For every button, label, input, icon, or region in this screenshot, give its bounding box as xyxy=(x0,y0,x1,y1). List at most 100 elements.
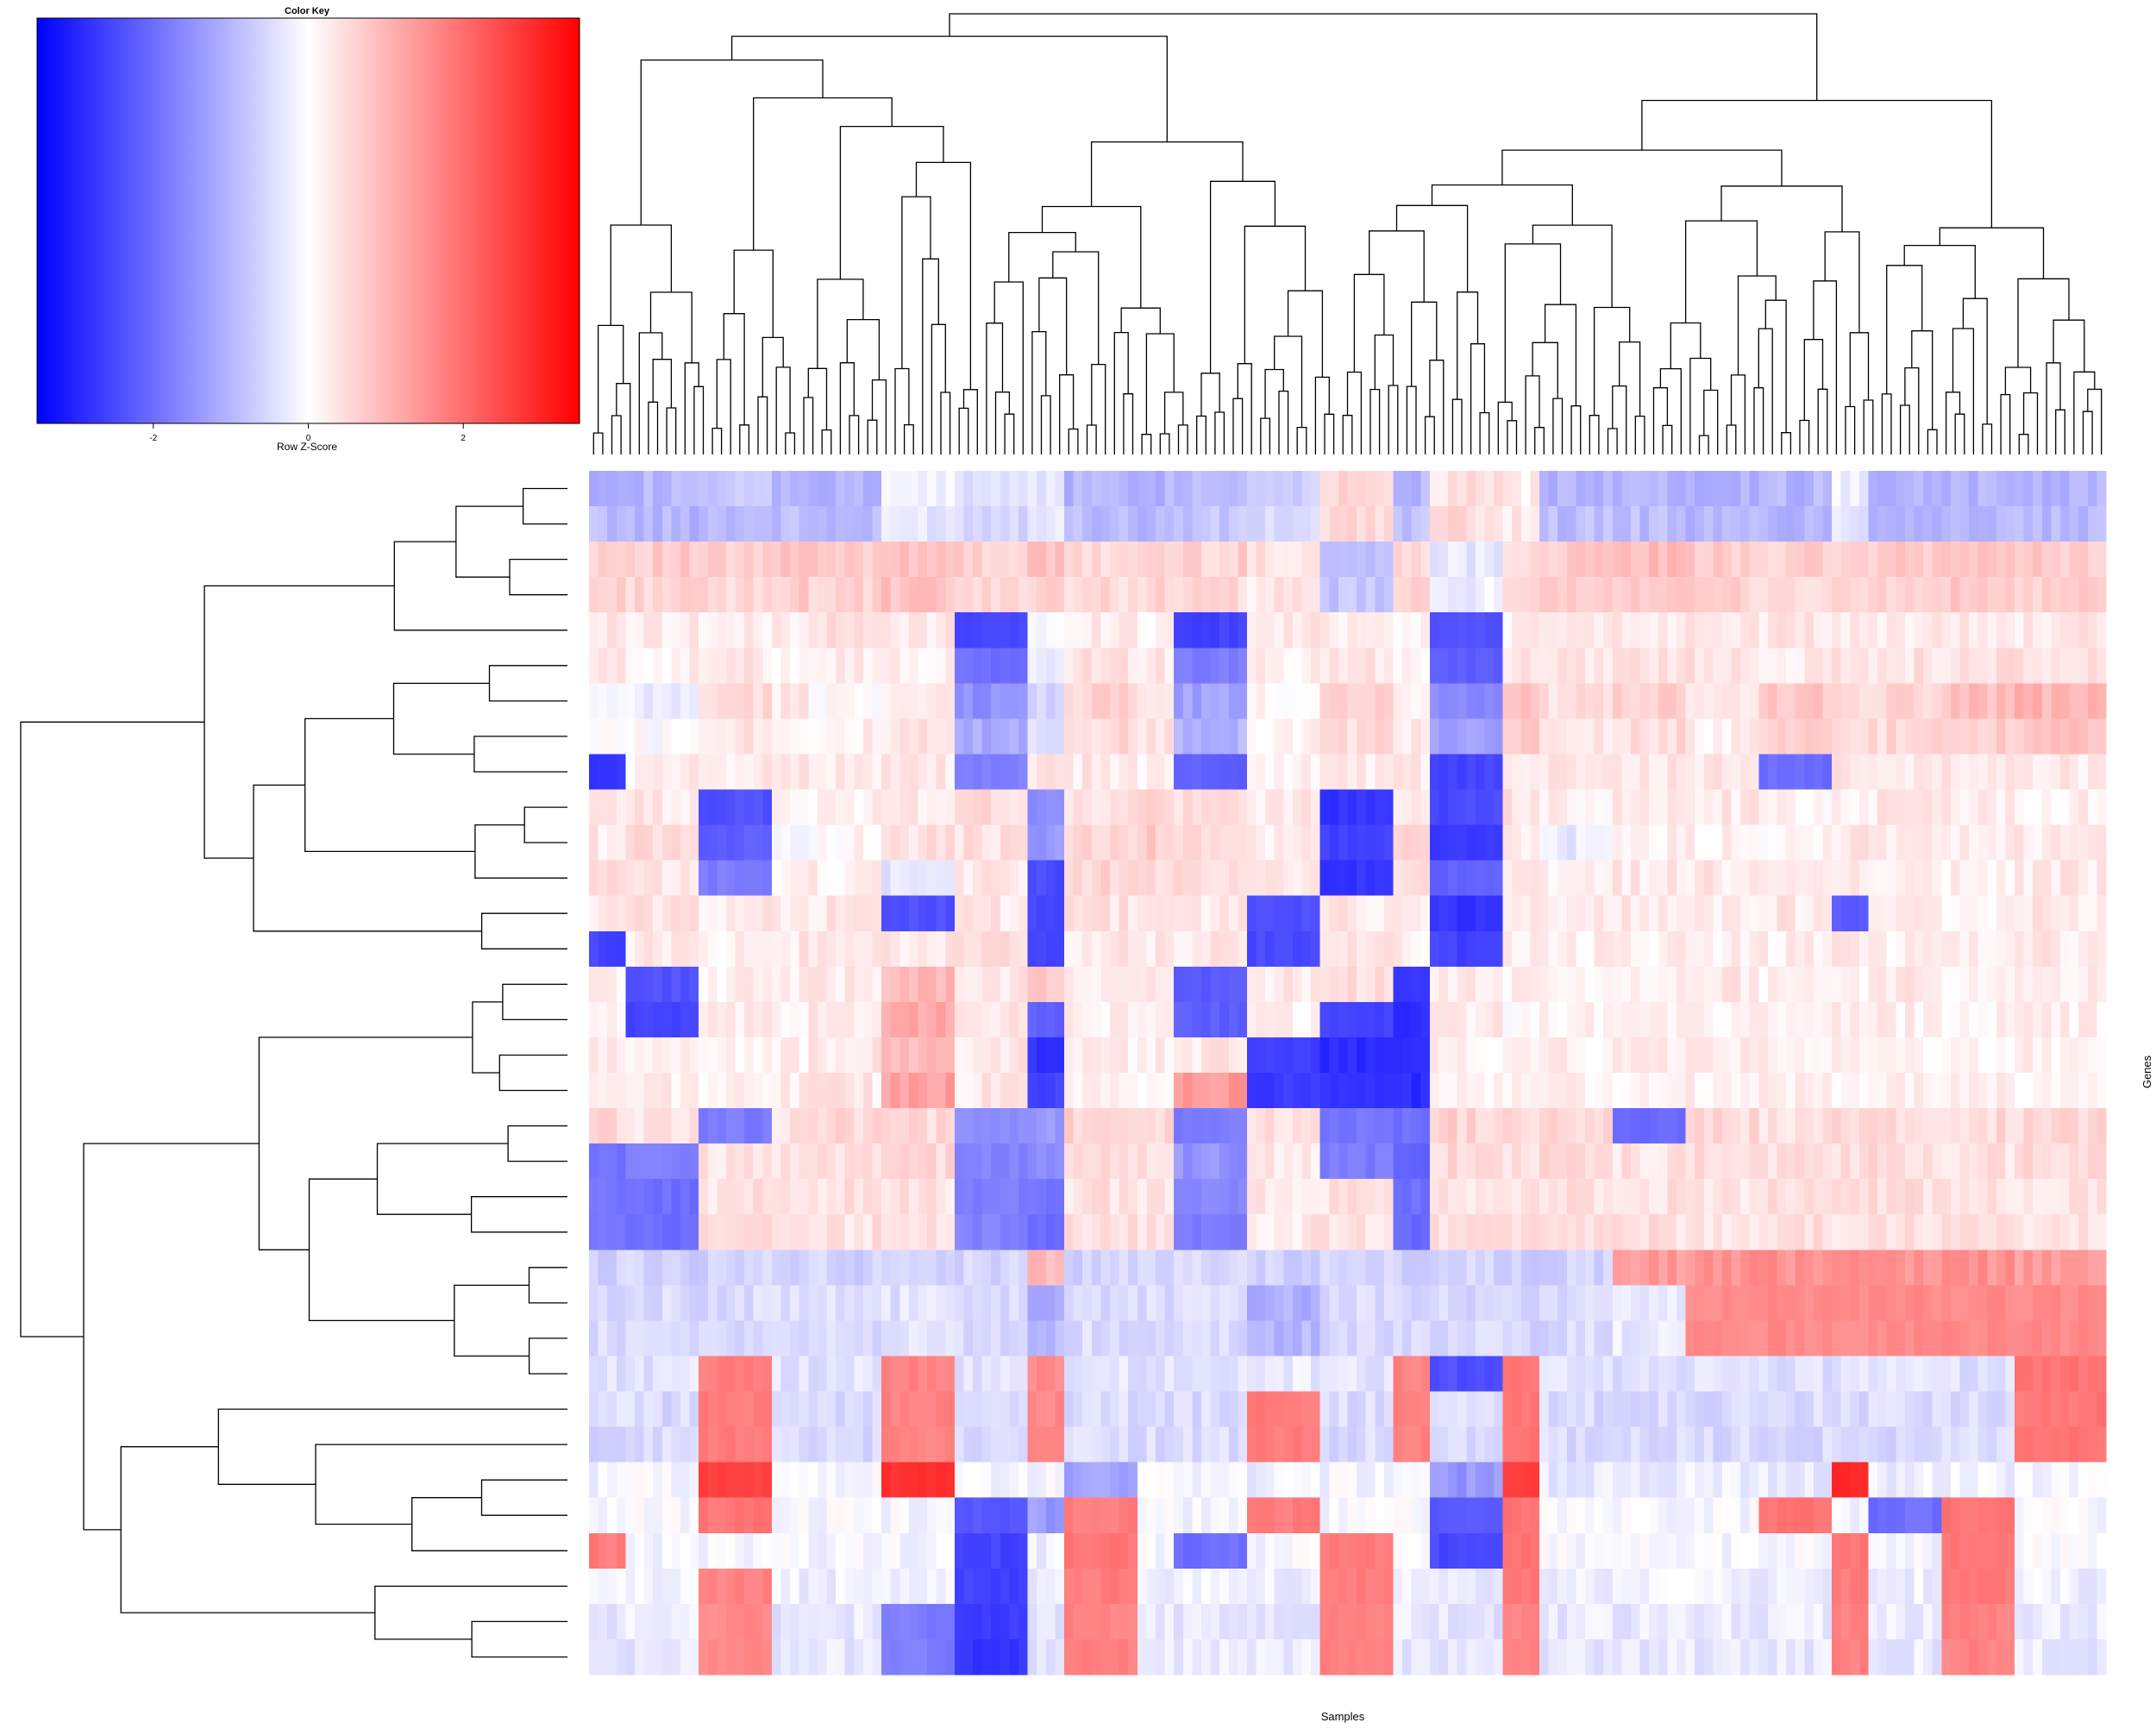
heatmap-cell xyxy=(845,931,855,968)
heatmap-cell xyxy=(1457,1108,1467,1144)
heatmap-cell xyxy=(1521,1108,1531,1144)
heatmap-cell xyxy=(1247,754,1257,790)
heatmap-cell xyxy=(1996,825,2006,861)
heatmap-cell xyxy=(1722,1285,1732,1321)
heatmap-cell xyxy=(1832,790,1841,826)
heatmap-cell xyxy=(1128,718,1138,755)
heatmap-cell xyxy=(2060,683,2070,719)
heatmap-cell xyxy=(1348,861,1357,897)
heatmap-cell xyxy=(863,1427,873,1463)
heatmap-cell xyxy=(744,1073,754,1109)
heatmap-cell xyxy=(2042,1108,2052,1144)
heatmap-cell xyxy=(1229,577,1238,613)
heatmap-cell xyxy=(1658,1320,1668,1356)
heatmap-cell xyxy=(690,825,699,861)
column-dendrogram-branch xyxy=(1635,417,1645,454)
heatmap-cell xyxy=(1146,577,1156,613)
heatmap-cell xyxy=(744,718,754,755)
heatmap-cell xyxy=(1585,506,1595,542)
heatmap-cell xyxy=(790,754,799,790)
heatmap-cell xyxy=(1338,861,1348,897)
heatmap-cell xyxy=(1338,1250,1348,1286)
column-dendrogram-branch xyxy=(959,408,968,454)
heatmap-cell xyxy=(1165,1179,1175,1215)
heatmap-cell xyxy=(699,648,708,684)
heatmap-cell xyxy=(717,1002,726,1038)
heatmap-cell xyxy=(1704,1356,1714,1392)
heatmap-cell xyxy=(754,542,763,578)
heatmap-cell xyxy=(1941,471,1951,507)
heatmap-cell xyxy=(1165,506,1175,542)
heatmap-cell xyxy=(1247,861,1257,897)
heatmap-cell xyxy=(772,754,781,790)
heatmap-cell xyxy=(1283,931,1293,968)
heatmap-cell xyxy=(1046,506,1056,542)
heatmap-cell xyxy=(1740,1037,1750,1074)
heatmap-cell xyxy=(1859,967,1869,1003)
column-dendrogram-branch xyxy=(840,363,854,454)
heatmap-cell xyxy=(1521,896,1531,932)
heatmap-cell xyxy=(1183,896,1193,932)
heatmap-cell xyxy=(973,683,982,719)
heatmap-cell xyxy=(973,1356,982,1392)
heatmap-cell xyxy=(1375,542,1384,578)
heatmap-cell xyxy=(1320,1392,1330,1428)
heatmap-cell xyxy=(662,790,672,826)
heatmap-cell xyxy=(1275,1356,1284,1392)
heatmap-cell xyxy=(973,1463,982,1499)
heatmap-cell xyxy=(1082,648,1092,684)
heatmap-cell xyxy=(955,1356,964,1392)
heatmap-cell xyxy=(2070,825,2079,861)
heatmap-cell xyxy=(872,1356,881,1392)
heatmap-cell xyxy=(973,861,982,897)
heatmap-cell xyxy=(1557,471,1567,507)
heatmap-cell xyxy=(2096,648,2106,684)
heatmap-cell xyxy=(744,1320,754,1356)
heatmap-cell xyxy=(863,754,873,790)
heatmap-cell xyxy=(1174,542,1183,578)
heatmap-cell xyxy=(1082,1214,1092,1250)
heatmap-cell xyxy=(1686,790,1695,826)
heatmap-cell xyxy=(617,648,626,684)
heatmap-cell xyxy=(717,1143,726,1180)
heatmap-cell xyxy=(1229,861,1238,897)
heatmap-cell xyxy=(1832,577,1841,613)
heatmap-cell xyxy=(1219,542,1229,578)
heatmap-cell xyxy=(1969,506,1978,542)
heatmap-cell xyxy=(1009,1037,1018,1074)
heatmap-cell xyxy=(863,612,873,648)
heatmap-cell xyxy=(1969,577,1978,613)
heatmap-cell xyxy=(2005,1037,2015,1074)
heatmap-cell xyxy=(1009,542,1018,578)
heatmap-cell xyxy=(1000,683,1010,719)
heatmap-cell xyxy=(762,825,772,861)
heatmap-cell xyxy=(891,1037,900,1074)
heatmap-cell xyxy=(891,1108,900,1144)
heatmap-cell xyxy=(1302,577,1312,613)
heatmap-cell xyxy=(1257,612,1266,648)
heatmap-cell xyxy=(872,790,881,826)
heatmap-cell xyxy=(1192,1002,1201,1038)
heatmap-cell xyxy=(2042,1073,2052,1109)
heatmap-cell xyxy=(1402,542,1412,578)
heatmap-cell xyxy=(1438,1143,1448,1180)
heatmap-cell xyxy=(690,1073,699,1109)
heatmap-cell xyxy=(1393,861,1402,897)
heatmap-cell xyxy=(653,896,662,932)
heatmap-cell xyxy=(1384,577,1394,613)
heatmap-cell xyxy=(1348,1427,1357,1463)
heatmap-cell xyxy=(955,861,964,897)
heatmap-cell xyxy=(1165,1320,1175,1356)
heatmap-cell xyxy=(963,931,973,968)
heatmap-cell xyxy=(2015,1002,2024,1038)
heatmap-cell xyxy=(1557,1037,1567,1074)
heatmap-cell xyxy=(1128,754,1138,790)
heatmap-cell xyxy=(2005,506,2015,542)
heatmap-cell xyxy=(1009,1108,1018,1144)
heatmap-cell xyxy=(909,1002,918,1038)
heatmap-cell xyxy=(827,506,837,542)
heatmap-cell xyxy=(1521,754,1531,790)
heatmap-cell xyxy=(1549,1320,1558,1356)
heatmap-cell xyxy=(991,683,1000,719)
heatmap-cell xyxy=(1887,1250,1896,1286)
